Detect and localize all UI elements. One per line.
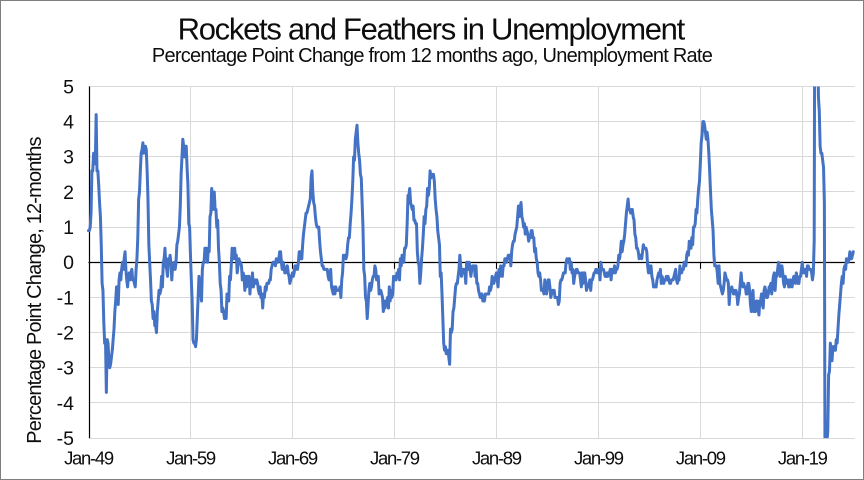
svg-text:Percentage Point Change from 1: Percentage Point Change from 12 months a… [152,45,713,67]
svg-text:Jan-69: Jan-69 [268,447,318,468]
svg-text:Jan-99: Jan-99 [574,447,624,468]
svg-text:Jan-09: Jan-09 [676,447,726,468]
svg-text:Jan-89: Jan-89 [472,447,522,468]
svg-text:-5: -5 [57,428,74,450]
svg-text:-3: -3 [57,358,74,380]
svg-text:3: 3 [63,147,74,169]
svg-text:-1: -1 [57,287,74,309]
svg-text:5: 5 [63,76,74,98]
svg-text:2: 2 [63,182,74,204]
svg-text:-2: -2 [57,323,74,345]
svg-text:Jan-49: Jan-49 [64,447,114,468]
svg-text:Rockets and Feathers in Unempl: Rockets and Feathers in Unemployment [178,12,686,47]
svg-text:Jan-59: Jan-59 [166,447,216,468]
svg-text:4: 4 [63,112,74,134]
svg-text:-4: -4 [57,393,74,415]
svg-text:0: 0 [63,252,74,274]
svg-text:1: 1 [63,217,74,239]
svg-text:Jan-19: Jan-19 [778,447,828,468]
svg-text:Jan-79: Jan-79 [370,447,420,468]
svg-text:Percentage Point Change, 12-mo: Percentage Point Change, 12-months [24,136,46,443]
